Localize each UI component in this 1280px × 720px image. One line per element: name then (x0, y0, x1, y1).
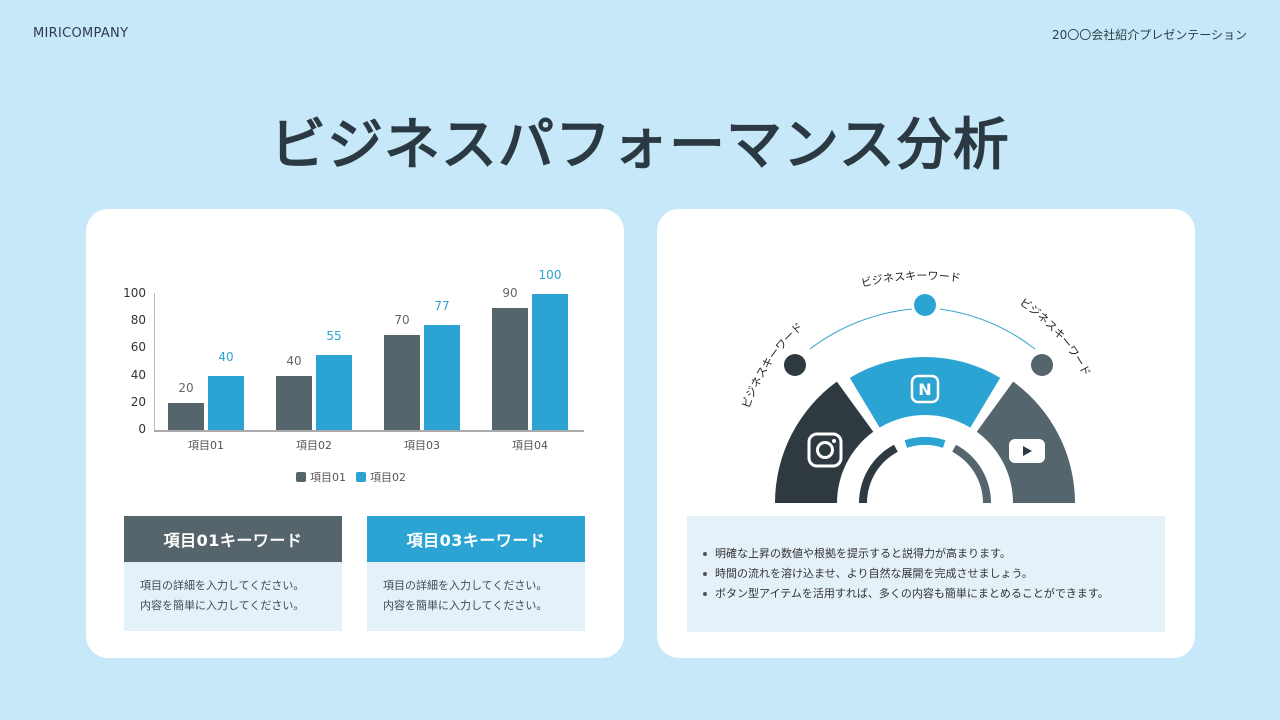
bullet-icon (703, 572, 707, 576)
bar-2-series2 (316, 355, 352, 430)
chart-legend: 項目01 項目02 (296, 469, 406, 485)
bar-value-label: 77 (434, 299, 450, 314)
bullet-item: 時間の流れを溶け込ませ、より自然な展開を完成させましょう。 (703, 564, 1165, 584)
x-tick-label: 項目02 (296, 439, 332, 452)
bar-4-series2 (532, 294, 568, 430)
x-tick-label: 項目04 (512, 439, 548, 452)
legend-swatch-icon (356, 472, 366, 482)
presentation-subtitle: 20〇〇会社紹介プレゼンテーション (1051, 28, 1247, 42)
bar-value-label: 100 (538, 268, 562, 282)
inner-ring-segment (904, 437, 946, 448)
bar-4-series1 (492, 307, 528, 430)
legend-item-series1: 項目01 (296, 469, 346, 485)
keyword-dot-right (1031, 354, 1053, 376)
bar-1-series1 (168, 402, 204, 430)
y-tick-label: 100 (123, 286, 146, 300)
y-axis (154, 293, 155, 431)
bar-value-label: 40 (286, 353, 302, 368)
bar-value-label: 90 (502, 285, 518, 300)
keyword-label-right: ビジネスキーワード (1017, 296, 1093, 379)
inner-ring-segment (952, 444, 991, 503)
keyword-box-body: 項目の詳細を入力してください。 内容を簡単に入力してください。 (367, 562, 585, 631)
semicircle-diagram: ビジネスキーワード ビジネスキーワード ビジネスキーワード N (740, 269, 1093, 503)
keyword-box-01: 項目01キーワード 項目の詳細を入力してください。 内容を簡単に入力してください… (124, 516, 342, 631)
bullet-text: ボタン型アイテムを活用すれば、多くの内容も簡単にまとめることができます。 (715, 587, 1109, 600)
legend-label: 項目01 (310, 471, 346, 484)
bar-value-label: 20 (178, 380, 194, 395)
naver-icon: N (910, 374, 940, 404)
x-axis (154, 430, 584, 432)
segment-naver (849, 357, 1001, 428)
bullet-icon (703, 592, 707, 596)
youtube-icon (1009, 439, 1045, 463)
x-tick-label: 項目01 (188, 439, 224, 452)
y-tick-label: 0 (138, 422, 146, 436)
bar-value-label: 55 (326, 329, 342, 344)
instagram-icon (807, 432, 843, 468)
page-title: ビジネスパフォーマンス分析 (270, 113, 1010, 178)
svg-text:N: N (918, 380, 931, 399)
legend-swatch-icon (296, 472, 306, 482)
bullet-list: 明確な上昇の数値や根拠を提示すると説得力が高まります。 時間の流れを溶け込ませ、… (687, 516, 1165, 632)
bullet-item: 明確な上昇の数値や根拠を提示すると説得力が高まります。 (703, 544, 1165, 564)
diagram-card: ビジネスキーワード ビジネスキーワード ビジネスキーワード N 明確な上昇の数値… (657, 209, 1195, 658)
bullet-item: ボタン型アイテムを活用すれば、多くの内容も簡単にまとめることができます。 (703, 584, 1165, 604)
bar-3-series2 (424, 325, 460, 430)
legend-item-series2: 項目02 (356, 469, 406, 485)
bar-value-label: 40 (218, 349, 234, 364)
inner-ring-segment (859, 444, 898, 503)
bar-value-label: 70 (394, 312, 410, 327)
legend-label: 項目02 (370, 471, 406, 484)
keyword-box-title: 項目03キーワード (367, 516, 585, 562)
connector-arc (939, 308, 1036, 350)
y-tick-label: 60 (130, 340, 146, 355)
y-tick-label: 80 (130, 313, 146, 328)
bullet-icon (703, 552, 707, 556)
bar-chart: 0 20 40 60 80 100 20 40 項目01 40 55 項目02 70 77 項目03 90 1… (86, 209, 624, 499)
keyword-box-title: 項目01キーワード (124, 516, 342, 562)
keyword-box-line: 項目の詳細を入力してください。 (383, 579, 548, 592)
brand-logo: MIRICOMPANY (33, 26, 129, 41)
keyword-dot-top (914, 294, 936, 316)
keyword-label-top: ビジネスキーワード (860, 269, 962, 290)
chart-card: 0 20 40 60 80 100 20 40 項目01 40 55 項目02 70 77 項目03 90 1… (86, 209, 624, 658)
y-tick-label: 40 (130, 367, 146, 382)
y-tick-label: 20 (130, 394, 146, 409)
bar-2-series1 (276, 375, 312, 430)
keyword-box-line: 内容を簡単に入力してください。 (383, 599, 548, 612)
bar-1-series2 (208, 375, 244, 430)
bullet-text: 時間の流れを溶け込ませ、より自然な展開を完成させましょう。 (715, 567, 1033, 580)
keyword-box-line: 内容を簡単に入力してください。 (140, 599, 305, 612)
keyword-dot-left (784, 354, 806, 376)
bullet-text: 明確な上昇の数値や根拠を提示すると説得力が高まります。 (715, 547, 1011, 560)
x-tick-label: 項目03 (404, 439, 440, 452)
connector-arc (809, 308, 913, 350)
keyword-box-body: 項目の詳細を入力してください。 内容を簡単に入力してください。 (124, 562, 342, 631)
keyword-box-line: 項目の詳細を入力してください。 (140, 579, 305, 592)
bar-3-series1 (384, 334, 420, 430)
keyword-box-03: 項目03キーワード 項目の詳細を入力してください。 内容を簡単に入力してください… (367, 516, 585, 631)
